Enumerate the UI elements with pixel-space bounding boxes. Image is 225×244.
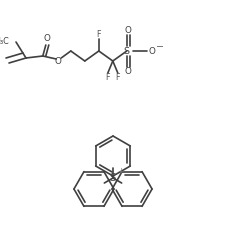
Text: O: O bbox=[124, 26, 131, 34]
Text: H₃C: H₃C bbox=[0, 37, 9, 45]
Text: S: S bbox=[109, 173, 116, 183]
Text: F: F bbox=[96, 30, 101, 39]
Text: S: S bbox=[123, 47, 129, 55]
Text: O: O bbox=[54, 57, 61, 65]
Text: +: + bbox=[116, 166, 123, 175]
Text: F: F bbox=[115, 73, 119, 82]
Text: O: O bbox=[43, 33, 50, 42]
Text: O: O bbox=[148, 47, 155, 55]
Text: −: − bbox=[155, 41, 163, 51]
Text: O: O bbox=[124, 68, 131, 77]
Text: F: F bbox=[105, 73, 110, 82]
